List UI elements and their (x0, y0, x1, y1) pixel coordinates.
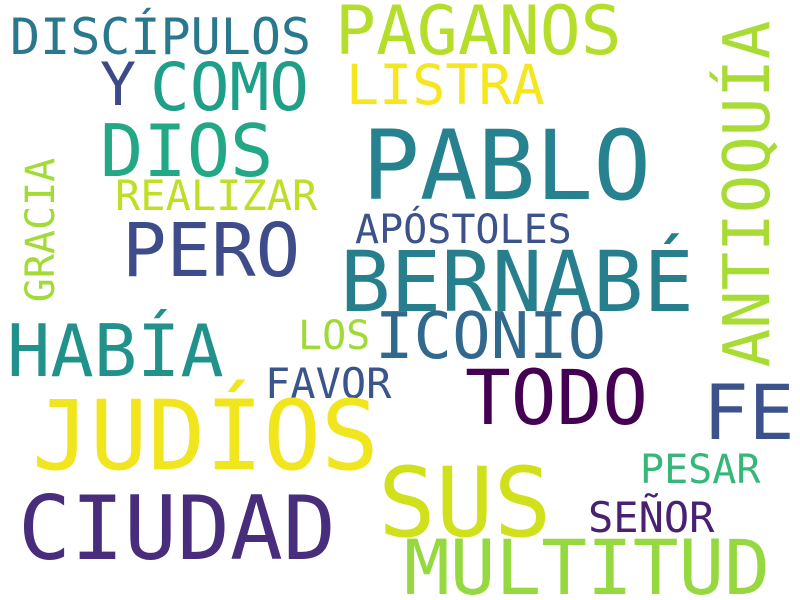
word-todo: TODO (465, 353, 649, 442)
word-bernabe: BERNABÉ (340, 233, 695, 331)
word-habia: HABÍA (7, 309, 224, 393)
word-antioquia: ANTIOQUÍA (711, 20, 785, 368)
word-senor: SEÑOR (588, 493, 715, 542)
word-ciudad: CIUDAD (18, 477, 336, 580)
word-favor: FAVOR (265, 359, 392, 408)
word-realizar: REALIZAR (115, 171, 318, 220)
word-apostoles: APÓSTOLES (355, 207, 572, 253)
word-dios: DIOS (100, 109, 274, 193)
word-sus: SUS (378, 447, 552, 559)
word-pesar: PESAR (640, 447, 761, 493)
word-judios: JUDÍOS (32, 380, 379, 492)
word-fe: FE (703, 368, 795, 457)
word-como: COMO (150, 49, 309, 126)
word-iconio: ICONIO (375, 300, 607, 374)
word-pablo: PABLO (362, 110, 651, 222)
word-listra: LISTRA (346, 53, 545, 117)
word-paganos: PAGANOS (335, 0, 622, 71)
word-pero: PERO (122, 208, 301, 294)
word-gracia: GRACIA (18, 157, 64, 303)
word-los: LOS (298, 313, 371, 359)
word-discipulos: DISCÍPULOS (10, 8, 312, 66)
word-y: Y (100, 50, 137, 120)
word-multitud: MULTITUD (404, 523, 771, 600)
